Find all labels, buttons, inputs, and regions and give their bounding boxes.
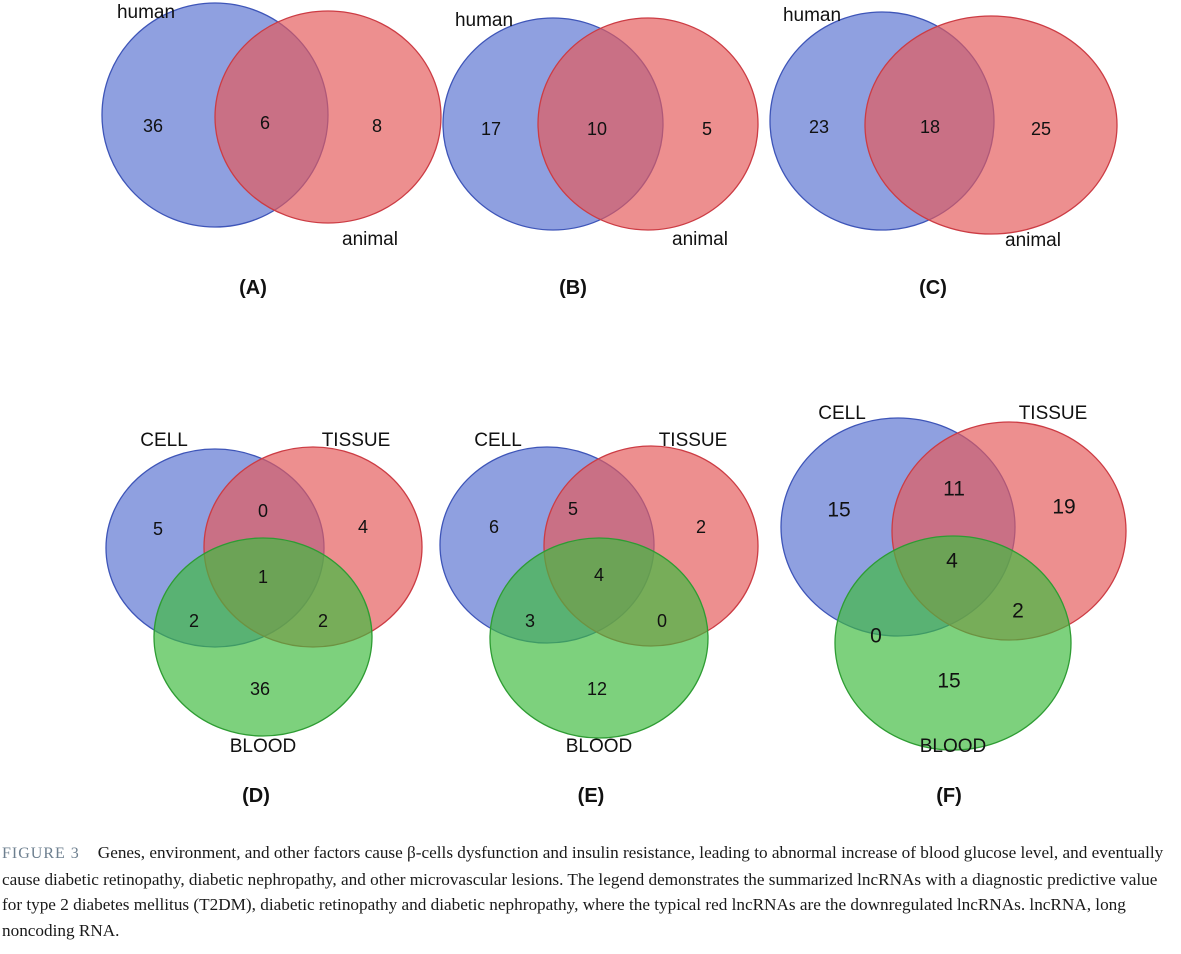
venn-d-set-label-blood: BLOOD [230, 736, 297, 757]
venn-e-count-tissue-only: 2 [696, 517, 706, 537]
venn-f-count-all: 4 [946, 550, 958, 573]
venn-f-circle-blood [834, 535, 1072, 751]
venn-a-count-animal-only: 8 [372, 116, 382, 136]
panel-label-c: (C) [919, 277, 947, 299]
venn-a-count-both: 6 [260, 113, 270, 133]
venn-e-count-cell-only: 6 [489, 517, 499, 537]
venn-b-count-human-only: 17 [481, 119, 501, 139]
venn-b-count-animal-only: 5 [702, 119, 712, 139]
venn-e-count-blood-only: 12 [587, 679, 607, 699]
venn-c-set-label-animal: animal [1005, 230, 1061, 251]
venn-f-count-tissue-blood: 2 [1012, 600, 1024, 623]
panel-label-e: (E) [578, 785, 605, 807]
figure-caption: FIGURE 3 Genes, environment, and other fa… [2, 840, 1174, 943]
venn-f-count-blood-only: 15 [937, 670, 960, 693]
venn-c-count-human-only: 23 [809, 117, 829, 137]
venn-d-count-blood-only: 36 [250, 679, 270, 699]
venn-f-set-label-cell: CELL [818, 403, 866, 424]
venn-f-set-label-blood: BLOOD [920, 736, 987, 757]
venn-c-count-both: 18 [920, 117, 940, 137]
venn-e-count-cell-tissue: 5 [568, 499, 578, 519]
venn-d-count-cell-blood: 2 [189, 611, 199, 631]
venn-f-count-cell-blood: 0 [870, 625, 882, 648]
venn-e-set-label-tissue: TISSUE [659, 430, 728, 451]
venn-e-count-cell-blood: 3 [525, 611, 535, 631]
venn-d-count-tissue-blood: 2 [318, 611, 328, 631]
panel-label-a: (A) [239, 277, 267, 299]
venn-d-circle-blood [153, 537, 373, 737]
venn-d-count-tissue-only: 4 [358, 517, 368, 537]
venn-a-circle-animal [214, 10, 442, 224]
venn-b-set-label-animal: animal [672, 229, 728, 250]
venn-f-count-cell-only: 15 [827, 499, 850, 522]
venn-d-count-cell-tissue: 0 [258, 501, 268, 521]
venn-a-set-label-animal: animal [342, 229, 398, 250]
venn-b-count-both: 10 [587, 119, 607, 139]
venn-c-circle-animal [864, 15, 1118, 235]
venn-b-set-label-human: human [455, 10, 513, 31]
venn-d-count-all: 1 [258, 567, 268, 587]
panel-label-d: (D) [242, 785, 270, 807]
venn-f-count-tissue-only: 19 [1052, 496, 1075, 519]
venn-a-set-label-human: human [117, 2, 175, 23]
venn-b-circle-animal [537, 17, 759, 231]
venn-d-set-label-tissue: TISSUE [322, 430, 391, 451]
panel-label-b: (B) [559, 277, 587, 299]
figure-number: FIGURE 3 [2, 845, 80, 862]
venn-d-count-cell-only: 5 [153, 519, 163, 539]
venn-d-set-label-cell: CELL [140, 430, 188, 451]
venn-e-set-label-blood: BLOOD [566, 736, 633, 757]
venn-a-count-human-only: 36 [143, 116, 163, 136]
venn-c-count-animal-only: 25 [1031, 119, 1051, 139]
venn-c-set-label-human: human [783, 5, 841, 26]
venn-f-count-cell-tissue: 11 [943, 478, 965, 501]
venn-e-count-all: 4 [594, 565, 604, 585]
panel-label-f: (F) [936, 785, 962, 807]
venn-e-count-tissue-blood: 0 [657, 611, 667, 631]
venn-f-set-label-tissue: TISSUE [1019, 403, 1088, 424]
caption-text: Genes, environment, and other factors ca… [2, 843, 1164, 940]
venn-e-set-label-cell: CELL [474, 430, 522, 451]
venn-e-circle-blood [489, 537, 709, 739]
